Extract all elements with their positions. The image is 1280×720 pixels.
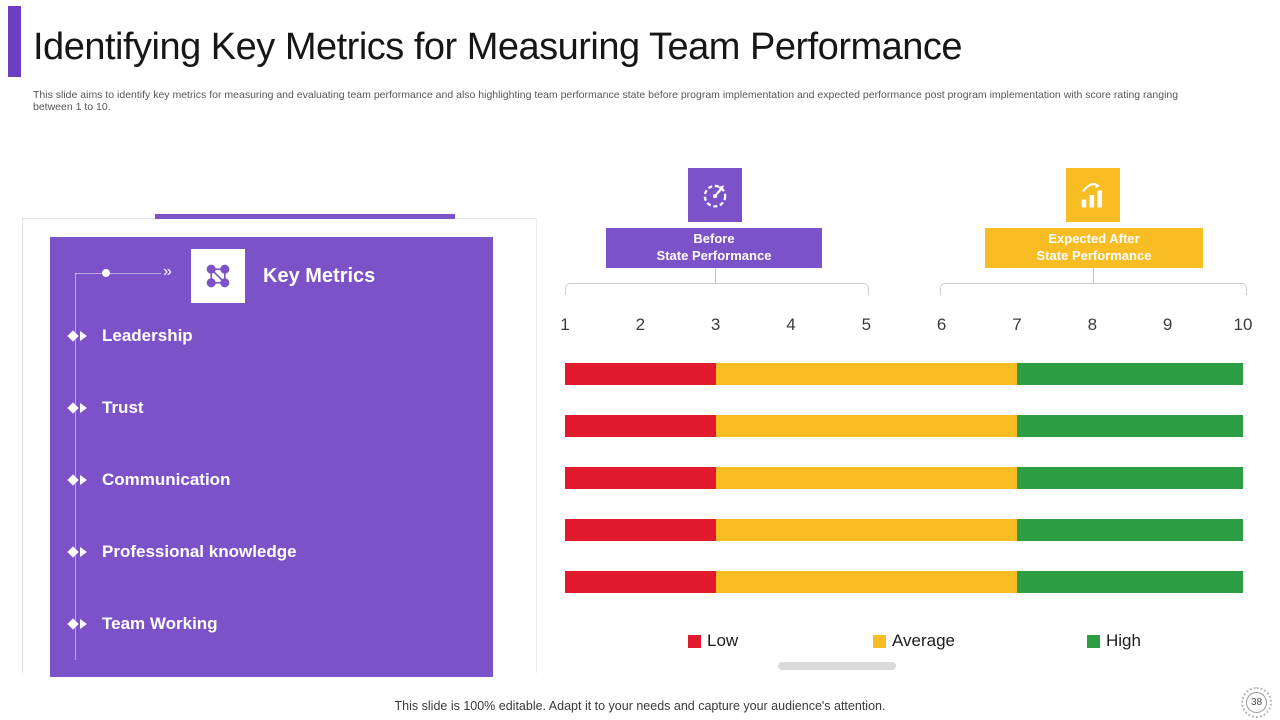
before-scale-bracket	[565, 283, 869, 295]
legend-swatch	[873, 634, 886, 648]
bar-segment-average	[715, 363, 1017, 385]
bullet-arrow-icon	[67, 474, 87, 486]
slide-number: 38	[1246, 692, 1267, 713]
scale-tick: 4	[786, 315, 796, 334]
metric-item: Professional knowledge	[67, 540, 297, 564]
bar-segment-high	[1017, 363, 1243, 385]
network-icon	[206, 264, 230, 288]
gear-icon	[1241, 687, 1272, 718]
after-scale-bracket	[940, 283, 1247, 295]
key-metrics-title: Key Metrics	[263, 264, 376, 287]
divider-rule	[155, 214, 455, 219]
legend-label: Average	[892, 631, 956, 650]
bullet-arrow-icon	[67, 618, 87, 630]
slide-subtitle: This slide aims to identify key metrics …	[33, 89, 1179, 113]
bullet-arrow-icon	[67, 330, 87, 342]
bullet-arrow-icon	[67, 546, 87, 558]
stacked-bar	[565, 571, 1243, 593]
bar-segment-average	[715, 415, 1017, 437]
metric-label: Communication	[102, 470, 231, 489]
scale-tick: 2	[635, 315, 646, 334]
legend-item: Low	[688, 631, 738, 651]
slide-title: Identifying Key Metrics for Measuring Te…	[33, 26, 963, 68]
before-state-label: Before State Performance	[606, 228, 822, 268]
chart-legend: Low Average High	[565, 629, 1243, 653]
decoration-dot	[102, 269, 110, 277]
scale-tick: 8	[1087, 315, 1098, 334]
decoration-horizontal-line	[75, 273, 161, 274]
metric-item: Leadership	[67, 324, 297, 348]
legend-swatch	[688, 634, 701, 648]
before-connector-line	[715, 268, 716, 283]
bar-segment-high	[1017, 415, 1243, 437]
stacked-bars	[565, 363, 1243, 623]
metric-item: Communication	[67, 468, 297, 492]
scale-tick: 1	[560, 315, 570, 334]
scale-tick: 10	[1233, 315, 1253, 334]
network-icon-box	[191, 249, 245, 303]
legend-swatch	[1087, 634, 1100, 648]
bar-segment-high	[1017, 467, 1243, 489]
legend-item: High	[1087, 631, 1141, 651]
bar-segment-low	[565, 467, 716, 489]
bar-segment-high	[1017, 519, 1243, 541]
after-state-line2: State Performance	[1036, 248, 1152, 263]
gauge-icon	[703, 184, 727, 208]
bar-segment-low	[565, 415, 716, 437]
editable-note: This slide is 100% editable. Adapt it to…	[394, 699, 886, 713]
title-accent-bar	[8, 6, 21, 77]
scale-tick: 5	[861, 315, 872, 334]
stacked-bar	[565, 363, 1243, 385]
key-metrics-list: Leadership Trust Communication Professional…	[67, 324, 297, 684]
performance-chart-area: Before State Performance Expected After …	[535, 150, 1262, 672]
growth-chart-icon	[1081, 182, 1103, 208]
metric-label: Trust	[102, 398, 144, 417]
gauge-icon-box	[688, 168, 742, 222]
stacked-bar	[565, 467, 1243, 489]
bar-segment-low	[565, 571, 716, 593]
metric-item: Trust	[67, 396, 297, 420]
scale-tick: 7	[1012, 315, 1022, 334]
slide-number-badge: 38	[1241, 687, 1272, 718]
bar-segment-average	[715, 519, 1017, 541]
after-state-line1: Expected After	[1048, 231, 1140, 247]
decoration-vertical-line	[75, 273, 76, 660]
bar-segment-high	[1017, 571, 1243, 593]
after-state-label: Expected After State Performance	[985, 228, 1203, 268]
after-connector-line	[1093, 268, 1094, 283]
horizontal-scrollbar-thumb[interactable]	[778, 662, 896, 670]
key-metrics-header: Key Metrics	[191, 249, 375, 303]
scale-tick: 3	[710, 315, 721, 334]
legend-label: High	[1106, 631, 1141, 650]
scale-tick: 6	[936, 315, 947, 334]
growth-chart-icon-box	[1066, 168, 1120, 222]
stacked-bar	[565, 519, 1243, 541]
legend-item: Average	[873, 631, 955, 651]
bar-segment-low	[565, 519, 716, 541]
metric-item: Team Working	[67, 612, 297, 636]
key-metrics-panel: Key Metrics Leadership Trust Communication…	[50, 237, 493, 677]
stacked-bar	[565, 415, 1243, 437]
scale-ticks: 1 2 3 4 5 6 7 8 9 10	[560, 315, 1252, 337]
metric-label: Professional knowledge	[102, 542, 297, 561]
bar-segment-average	[715, 467, 1017, 489]
before-state-line2: State Performance	[656, 248, 772, 263]
metric-label: Leadership	[102, 326, 193, 345]
bar-segment-average	[715, 571, 1017, 593]
chevron-right-icon	[163, 263, 172, 281]
legend-label: Low	[707, 631, 739, 650]
bullet-arrow-icon	[67, 402, 87, 414]
bar-segment-low	[565, 363, 716, 385]
scale-tick: 9	[1162, 315, 1173, 334]
metric-label: Team Working	[102, 614, 218, 633]
before-state-line1: Before	[693, 231, 735, 247]
